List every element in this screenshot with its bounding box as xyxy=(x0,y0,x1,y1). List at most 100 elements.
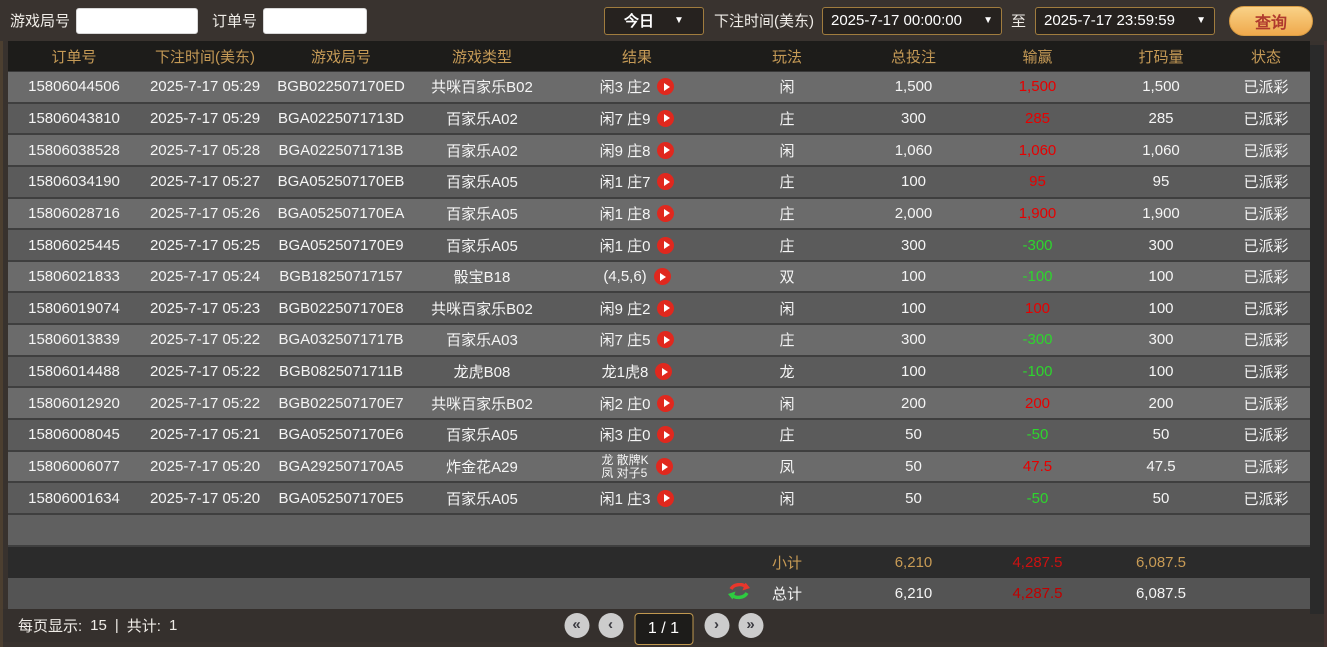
result-text: 闲2 庄0 xyxy=(599,395,651,413)
table-row: 15806044506 2025-7-17 05:29 BGB022507170ED… xyxy=(8,72,1310,104)
win-loss: 1,060 xyxy=(1018,141,1057,159)
to-label: 至 xyxy=(1010,13,1026,30)
play-type: 闲 xyxy=(779,142,795,160)
play-type: 庄 xyxy=(779,110,795,128)
table-row: 15806012920 2025-7-17 05:22 BGB022507170E7… xyxy=(8,388,1310,421)
play-icon[interactable] xyxy=(655,458,673,475)
order-id: 15806025445 xyxy=(28,236,120,254)
page-size-info: 每页显示: 15 | 共计: 1 xyxy=(18,615,177,636)
turnover: 100 xyxy=(1148,299,1174,317)
result-cell: 闲7 庄9 xyxy=(552,108,722,129)
play-icon[interactable] xyxy=(657,426,675,444)
play-icon[interactable] xyxy=(653,268,671,286)
play-icon[interactable] xyxy=(657,394,675,412)
table-row: 15806006077 2025-7-17 05:20 BGA292507170A5… xyxy=(8,451,1310,484)
result-cell: 闲1 庄3 xyxy=(552,488,722,509)
game-type: 骰宝B18 xyxy=(453,269,511,287)
total-bet: 300 xyxy=(900,109,927,127)
game-round-id: BGB18250717157 xyxy=(279,268,403,286)
play-icon[interactable] xyxy=(657,141,675,159)
prev-page-button[interactable]: ‹ xyxy=(598,612,623,638)
date-range-select[interactable]: 今日 ▼ xyxy=(603,6,704,35)
result-cell: 闲3 庄2 xyxy=(552,76,722,97)
total-bet: 100 xyxy=(900,268,927,286)
play-icon[interactable] xyxy=(657,489,675,507)
play-icon[interactable] xyxy=(657,236,675,254)
result-text: 闲3 庄2 xyxy=(599,79,651,97)
status: 已派彩 xyxy=(1243,142,1289,160)
total-bet: 300 xyxy=(900,331,927,349)
game-type: 共咪百家乐B02 xyxy=(431,79,533,97)
game-round-id: BGA052507170E9 xyxy=(278,236,404,254)
start-time-select[interactable]: 2025-7-17 00:00:00 ▼ xyxy=(821,6,1002,35)
game-type: 百家乐A05 xyxy=(446,205,518,223)
result-text: 闲7 庄9 xyxy=(599,110,651,128)
game-type: 百家乐A05 xyxy=(446,490,518,508)
win-loss: 285 xyxy=(1024,109,1051,127)
result-cell: 闲2 庄0 xyxy=(552,393,722,414)
bet-time: 2025-7-17 05:20 xyxy=(149,458,261,475)
game-type: 共咪百家乐B02 xyxy=(431,300,533,318)
play-icon[interactable] xyxy=(657,109,675,127)
turnover: 50 xyxy=(1152,489,1170,507)
play-icon[interactable] xyxy=(657,204,675,222)
order-id-input[interactable] xyxy=(263,7,368,34)
table-body: 15806044506 2025-7-17 05:29 BGB022507170ED… xyxy=(8,72,1310,515)
play-icon[interactable] xyxy=(657,173,675,191)
result-text: 龙 散牌K 凤 对子5 xyxy=(601,453,649,480)
total-bet: 100 xyxy=(900,299,927,317)
turnover: 1,500 xyxy=(1142,78,1180,96)
page-indicator: 1 / 1 xyxy=(634,612,693,645)
last-page-button[interactable]: » xyxy=(738,612,763,638)
result-cell: 闲7 庄5 xyxy=(552,329,722,350)
order-id: 15806028716 xyxy=(28,204,120,222)
subtotal-winloss: 4,287.5 xyxy=(1012,553,1063,571)
search-button[interactable]: 查询 xyxy=(1229,5,1313,36)
turnover: 100 xyxy=(1148,268,1174,286)
bet-time: 2025-7-17 05:21 xyxy=(149,426,261,444)
game-type: 龙虎B08 xyxy=(453,364,511,382)
play-icon[interactable] xyxy=(657,331,675,349)
game-round-id: BGB022507170E7 xyxy=(278,394,404,412)
game-round-input[interactable] xyxy=(76,7,199,34)
win-loss: -100 xyxy=(1022,363,1053,381)
subtotal-label: 小计 xyxy=(771,554,802,572)
column-header: 下注时间(美东) xyxy=(155,48,255,66)
bet-time: 2025-7-17 05:27 xyxy=(149,173,261,191)
subtotal-row: 小计 6,210 4,287.5 6,087.5 xyxy=(8,546,1310,578)
order-id: 15806014488 xyxy=(28,363,120,381)
total-bet: 50 xyxy=(905,489,922,507)
turnover: 1,060 xyxy=(1142,141,1180,159)
play-type: 龙 xyxy=(779,364,795,382)
vertical-scrollbar[interactable] xyxy=(1310,45,1324,614)
turnover: 1,900 xyxy=(1142,204,1180,222)
result-cell: 闲9 庄2 xyxy=(552,298,722,319)
next-page-button[interactable]: › xyxy=(704,612,729,638)
column-header: 输赢 xyxy=(1022,48,1053,66)
result-cell: 闲3 庄0 xyxy=(552,424,722,445)
table-header-row: 订单号 下注时间(美东) 游戏局号 游戏类型 结果 玩法 总投注 输赢 打码量 状态 xyxy=(8,41,1310,72)
total-winloss: 4,287.5 xyxy=(1012,584,1063,602)
game-round-id: BGB022507170ED xyxy=(277,78,405,96)
refresh-icon[interactable] xyxy=(726,582,752,604)
result-text: 闲1 庄7 xyxy=(599,174,651,192)
bet-time: 2025-7-17 05:29 xyxy=(149,78,261,96)
end-time-select[interactable]: 2025-7-17 23:59:59 ▼ xyxy=(1035,6,1215,35)
bet-time: 2025-7-17 05:29 xyxy=(149,109,261,127)
play-icon[interactable] xyxy=(657,78,675,96)
play-icon[interactable] xyxy=(655,363,673,381)
order-id: 15806034190 xyxy=(28,173,120,191)
status: 已派彩 xyxy=(1243,490,1289,508)
result-cell: 闲1 庄7 xyxy=(552,171,722,192)
total-bet: 6,210 xyxy=(894,584,933,602)
play-type: 闲 xyxy=(779,490,795,508)
play-icon[interactable] xyxy=(657,299,675,317)
table-row: 15806038528 2025-7-17 05:28 BGA0225071713B… xyxy=(8,135,1310,167)
bet-time-label: 下注时间(美东) xyxy=(713,13,814,30)
date-range-value: 今日 xyxy=(624,13,655,30)
start-time-value: 2025-7-17 00:00:00 xyxy=(830,12,962,29)
bet-time: 2025-7-17 05:23 xyxy=(149,299,261,317)
end-time-value: 2025-7-17 23:59:59 xyxy=(1044,12,1175,29)
first-page-button[interactable]: « xyxy=(564,612,589,638)
game-round-id: BGA0225071713D xyxy=(278,109,404,127)
